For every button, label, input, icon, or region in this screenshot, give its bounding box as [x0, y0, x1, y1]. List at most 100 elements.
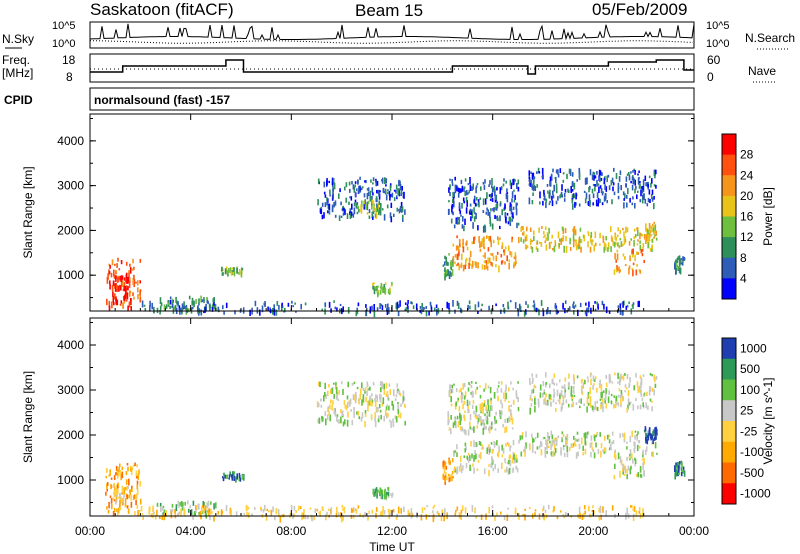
echo-cell	[520, 226, 522, 232]
echo-cell	[421, 507, 424, 514]
echo-cell	[554, 437, 557, 442]
echo-cell	[635, 185, 637, 190]
echo-cell	[511, 427, 514, 430]
colorbar-segment	[722, 421, 736, 443]
echo-cell	[126, 505, 129, 509]
echo-cell	[517, 407, 520, 412]
echo-cell	[605, 236, 607, 241]
echo-cell	[623, 198, 625, 201]
echo-cell	[116, 511, 119, 517]
echo-cell	[398, 179, 400, 187]
echo-cell	[645, 439, 647, 444]
echo-cell	[383, 389, 386, 395]
echo-cell	[544, 452, 547, 458]
echo-cell	[534, 509, 537, 512]
echo-cell	[653, 236, 655, 239]
echo-cell	[132, 278, 134, 286]
echo-cell	[518, 513, 520, 520]
echo-cell	[324, 411, 327, 416]
echo-cell	[581, 378, 583, 382]
echo-cell	[230, 271, 233, 276]
echo-cell	[386, 492, 388, 495]
echo-cell	[602, 390, 605, 393]
echo-cell	[485, 426, 487, 430]
echo-cell	[392, 421, 395, 428]
echo-cell	[389, 287, 391, 293]
echo-cell	[180, 501, 183, 507]
echo-cell	[491, 449, 494, 454]
echo-cell	[148, 507, 150, 515]
echo-cell	[582, 452, 584, 456]
echo-cell	[651, 374, 653, 377]
echo-cell	[628, 456, 631, 459]
echo-cell	[636, 194, 638, 200]
echo-cell	[321, 415, 323, 420]
echo-cell	[601, 202, 604, 206]
echo-cell	[580, 437, 583, 445]
echo-cell	[489, 446, 491, 450]
echo-cell	[538, 227, 540, 233]
echo-cell	[512, 387, 514, 391]
echo-cell	[638, 269, 641, 272]
echo-cell	[386, 307, 388, 311]
echo-cell	[381, 381, 384, 388]
echo-cell	[491, 198, 494, 202]
echo-cell	[341, 381, 343, 385]
echo-cell	[606, 175, 608, 183]
echo-cell	[647, 184, 649, 188]
echo-cell	[504, 419, 506, 423]
echo-cell	[326, 511, 328, 516]
echo-cell	[613, 241, 616, 248]
echo-cell	[498, 445, 500, 453]
echo-cell	[491, 405, 493, 411]
echo-cell	[397, 388, 399, 392]
echo-cell	[588, 194, 591, 201]
echo-cell	[678, 472, 680, 475]
x-tick-label: 00:00	[679, 524, 709, 538]
echo-cell	[374, 488, 377, 494]
echo-cell	[504, 390, 507, 393]
echo-cell	[644, 198, 647, 204]
echo-cell	[597, 449, 600, 454]
echo-cell	[466, 200, 468, 207]
echo-cell	[454, 176, 456, 181]
echo-cell	[675, 267, 678, 272]
echo-cell	[152, 505, 154, 512]
echo-cell	[425, 310, 428, 317]
echo-cell	[377, 489, 379, 493]
echo-cell	[336, 307, 338, 312]
echo-cell	[475, 197, 478, 201]
echo-cell	[601, 402, 604, 405]
echo-cell	[423, 307, 426, 310]
echo-cell	[595, 442, 597, 448]
echo-cell	[639, 240, 641, 244]
echo-cell	[117, 285, 119, 292]
echo-cell	[123, 282, 126, 288]
echo-cell	[645, 432, 647, 437]
echo-cell	[536, 248, 539, 252]
echo-cell	[529, 179, 531, 184]
echo-cell	[609, 444, 612, 447]
echo-cell	[497, 385, 500, 388]
echo-region	[518, 226, 658, 253]
echo-cell	[494, 463, 496, 470]
echo-cell	[635, 397, 637, 402]
echo-cell	[623, 231, 625, 238]
echo-cell	[129, 277, 131, 281]
echo-cell	[621, 376, 624, 379]
echo-cell	[224, 474, 226, 479]
echo-cell	[589, 396, 592, 402]
colorbar-label: Velocity [m s^-1]	[761, 378, 775, 465]
echo-cell	[600, 450, 602, 458]
echo-cell	[388, 191, 391, 196]
echo-cell	[471, 404, 474, 409]
echo-cell	[350, 409, 352, 412]
echo-cell	[515, 202, 518, 210]
echo-cell	[592, 239, 594, 242]
echo-cell	[651, 434, 654, 440]
echo-cell	[392, 404, 395, 411]
echo-cell	[633, 441, 635, 447]
echo-cell	[159, 305, 162, 310]
echo-cell	[643, 259, 645, 264]
echo-cell	[541, 226, 543, 229]
